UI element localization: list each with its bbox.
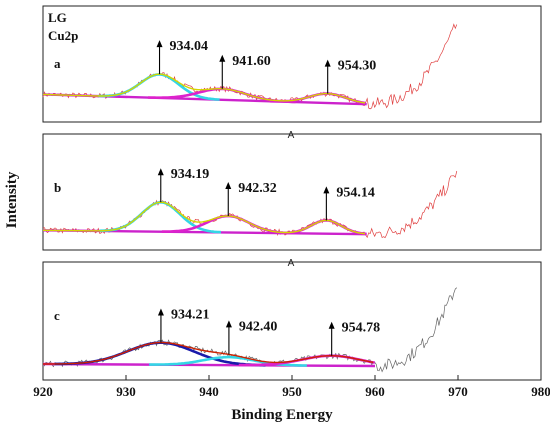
panel-label: c bbox=[54, 308, 60, 323]
chart-title-line-1: LG bbox=[48, 10, 67, 25]
panel-a: 934.04 941.60 954.30 a bbox=[42, 5, 542, 123]
baseline-line bbox=[42, 362, 376, 368]
separator-mark-1: A bbox=[288, 130, 295, 141]
peak-3-arrowhead bbox=[323, 186, 330, 194]
peak-1-curve bbox=[99, 201, 221, 234]
panel-label: a bbox=[54, 56, 61, 71]
peak-3-label: 954.14 bbox=[336, 185, 375, 200]
x-axis: 920 930 940 950 960 970 980 bbox=[33, 375, 550, 399]
peak-2-arrowhead bbox=[225, 320, 232, 328]
peak-2-curve bbox=[161, 214, 294, 235]
peak-2-label: 942.40 bbox=[239, 319, 277, 334]
peak-1-arrowhead bbox=[157, 168, 164, 176]
panel-frame bbox=[42, 5, 542, 123]
x-tick-label: 920 bbox=[33, 384, 53, 399]
peak-1-label: 934.21 bbox=[171, 308, 210, 323]
peak-2-label: 941.60 bbox=[232, 54, 271, 69]
fit-envelope bbox=[43, 341, 374, 365]
separator-mark-2: A bbox=[288, 258, 295, 269]
peak-3-arrowhead bbox=[324, 59, 331, 67]
x-tick-label: 940 bbox=[199, 384, 219, 399]
panel-label: b bbox=[54, 180, 61, 195]
peak-3-label: 954.78 bbox=[342, 321, 381, 336]
fit-envelope bbox=[42, 73, 366, 104]
peak-1-label: 934.19 bbox=[171, 167, 210, 182]
x-tick-label: 960 bbox=[365, 384, 385, 399]
x-tick-label: 980 bbox=[531, 384, 550, 399]
peak-3-arrowhead bbox=[328, 321, 335, 329]
panel-frame bbox=[42, 133, 542, 251]
y-axis-label: Intensity bbox=[4, 171, 20, 228]
data-trace bbox=[42, 287, 458, 373]
peak-3-label: 954.30 bbox=[338, 59, 377, 74]
x-axis-label: Binding Energy bbox=[231, 407, 333, 423]
peak-1-curve bbox=[98, 73, 220, 101]
panel-b: 934.19 942.32 954.14 b bbox=[42, 133, 542, 251]
peak-2-label: 942.32 bbox=[238, 181, 276, 196]
peak-1-label: 934.04 bbox=[170, 39, 209, 54]
panel-c: 934.21 942.40 954.78 c bbox=[42, 261, 542, 381]
fit-envelope bbox=[43, 201, 366, 235]
peak-2-arrowhead bbox=[219, 54, 226, 62]
peak-2-arrowhead bbox=[225, 181, 232, 189]
peak-1-arrowhead bbox=[157, 308, 164, 316]
x-tick-label: 930 bbox=[116, 384, 136, 399]
peak-1-arrowhead bbox=[156, 40, 163, 48]
x-tick-label: 950 bbox=[282, 384, 302, 399]
chart-title-line-2: Cu2p bbox=[48, 28, 78, 43]
x-tick-label: 970 bbox=[448, 384, 468, 399]
